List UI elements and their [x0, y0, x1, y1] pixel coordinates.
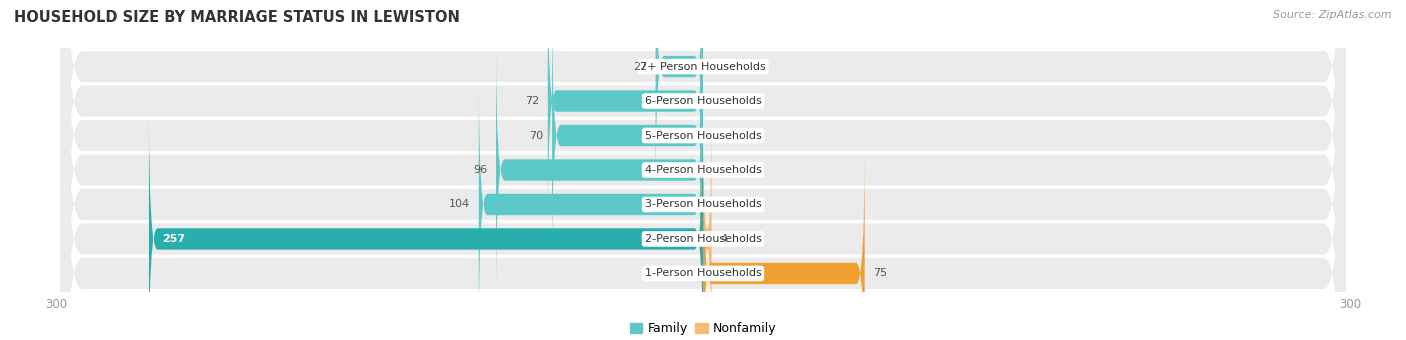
- FancyBboxPatch shape: [60, 0, 1346, 340]
- Text: 70: 70: [529, 131, 544, 140]
- FancyBboxPatch shape: [60, 0, 1346, 340]
- FancyBboxPatch shape: [60, 0, 1346, 340]
- Text: 3-Person Households: 3-Person Households: [644, 200, 762, 209]
- Text: 22: 22: [633, 62, 647, 71]
- Text: 104: 104: [449, 200, 470, 209]
- Text: 5-Person Households: 5-Person Households: [644, 131, 762, 140]
- Text: 6-Person Households: 6-Person Households: [644, 96, 762, 106]
- Text: 4: 4: [720, 234, 727, 244]
- FancyBboxPatch shape: [548, 0, 703, 228]
- FancyBboxPatch shape: [149, 112, 703, 340]
- Text: 7+ Person Households: 7+ Person Households: [640, 62, 766, 71]
- FancyBboxPatch shape: [496, 43, 703, 297]
- Text: Source: ZipAtlas.com: Source: ZipAtlas.com: [1274, 10, 1392, 20]
- Text: 4-Person Households: 4-Person Households: [644, 165, 762, 175]
- Text: 72: 72: [524, 96, 538, 106]
- Text: 96: 96: [474, 165, 488, 175]
- FancyBboxPatch shape: [60, 0, 1346, 340]
- Text: HOUSEHOLD SIZE BY MARRIAGE STATUS IN LEWISTON: HOUSEHOLD SIZE BY MARRIAGE STATUS IN LEW…: [14, 10, 460, 25]
- FancyBboxPatch shape: [60, 0, 1346, 340]
- FancyBboxPatch shape: [703, 146, 865, 340]
- FancyBboxPatch shape: [479, 77, 703, 332]
- FancyBboxPatch shape: [703, 112, 711, 340]
- Text: 257: 257: [162, 234, 186, 244]
- Legend: Family, Nonfamily: Family, Nonfamily: [624, 317, 782, 340]
- Text: 1-Person Households: 1-Person Households: [644, 269, 762, 278]
- FancyBboxPatch shape: [60, 0, 1346, 340]
- FancyBboxPatch shape: [655, 0, 703, 194]
- FancyBboxPatch shape: [553, 8, 703, 263]
- Text: 2-Person Households: 2-Person Households: [644, 234, 762, 244]
- Text: 75: 75: [873, 269, 887, 278]
- FancyBboxPatch shape: [60, 0, 1346, 340]
